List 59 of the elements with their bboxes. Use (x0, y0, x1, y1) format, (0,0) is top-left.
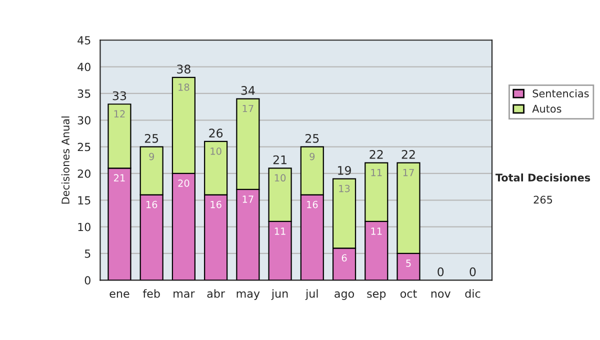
y-tick-label: 5 (84, 250, 90, 258)
x-tick-label: oct (400, 290, 417, 298)
total-label: 21 (273, 155, 286, 164)
data-label: 11 (371, 168, 382, 176)
data-label: 16 (146, 200, 158, 208)
total-label: 33 (112, 91, 126, 100)
x-tick-label: abr (207, 289, 226, 298)
data-label: 11 (274, 228, 286, 235)
x-tick-label: sep (367, 291, 386, 300)
legend-label: Autos (532, 104, 562, 113)
y-tick-label: 25 (78, 142, 90, 152)
total-label: 34 (241, 86, 255, 95)
total-label: 26 (209, 128, 223, 138)
y-tick-label: 35 (78, 89, 90, 98)
y-tick-label: 10 (78, 222, 90, 232)
text: 265 (534, 196, 552, 204)
data-label: 5 (406, 260, 411, 267)
x-tick-label: jun (271, 289, 288, 300)
x-tick-label: ene (110, 291, 130, 298)
total-label: 0 (470, 267, 476, 276)
text: Total Decisiones (495, 173, 590, 182)
data-label: 9 (310, 152, 315, 160)
data-label: 6 (342, 254, 347, 262)
data-label: 10 (274, 174, 286, 182)
total-label: 25 (144, 134, 158, 143)
total-label: 19 (338, 166, 351, 175)
x-tick-label: mar (174, 291, 195, 298)
y-tick-label: 30 (78, 116, 90, 125)
y-tick-label: 40 (78, 62, 90, 72)
y-tick-label: 15 (78, 196, 90, 205)
x-tick-label: nov (431, 291, 450, 298)
total-label: 0 (438, 267, 444, 276)
data-label: 16 (210, 200, 222, 208)
legend-label: Sentencias (532, 89, 589, 98)
y-tick-label: 0 (84, 276, 90, 285)
total-label: 22 (402, 150, 415, 159)
x-tick-label: ago (334, 291, 354, 300)
data-label: 17 (242, 196, 254, 203)
y-axis-title: Decisiones Anual (61, 116, 70, 204)
y-tick-label: 45 (78, 36, 90, 44)
data-label: 17 (403, 168, 414, 176)
x-tick-label: jul (305, 289, 318, 300)
x-tick-label: feb (142, 289, 160, 298)
data-label: 13 (339, 184, 350, 192)
x-tick-label: dic (465, 289, 480, 298)
data-label: 11 (371, 228, 382, 235)
data-label: 21 (114, 174, 125, 182)
x-tick-label: may (236, 291, 260, 300)
total-label: 25 (306, 134, 319, 143)
data-label: 9 (149, 152, 154, 160)
data-label: 16 (307, 200, 318, 208)
total-label: 22 (370, 150, 383, 159)
data-label: 17 (242, 104, 254, 112)
data-label: 10 (210, 148, 222, 155)
data-label: 20 (178, 180, 190, 187)
data-label: 18 (178, 84, 190, 91)
total-label: 38 (177, 64, 190, 74)
data-label: 12 (114, 110, 125, 118)
y-tick-label: 20 (78, 169, 90, 178)
